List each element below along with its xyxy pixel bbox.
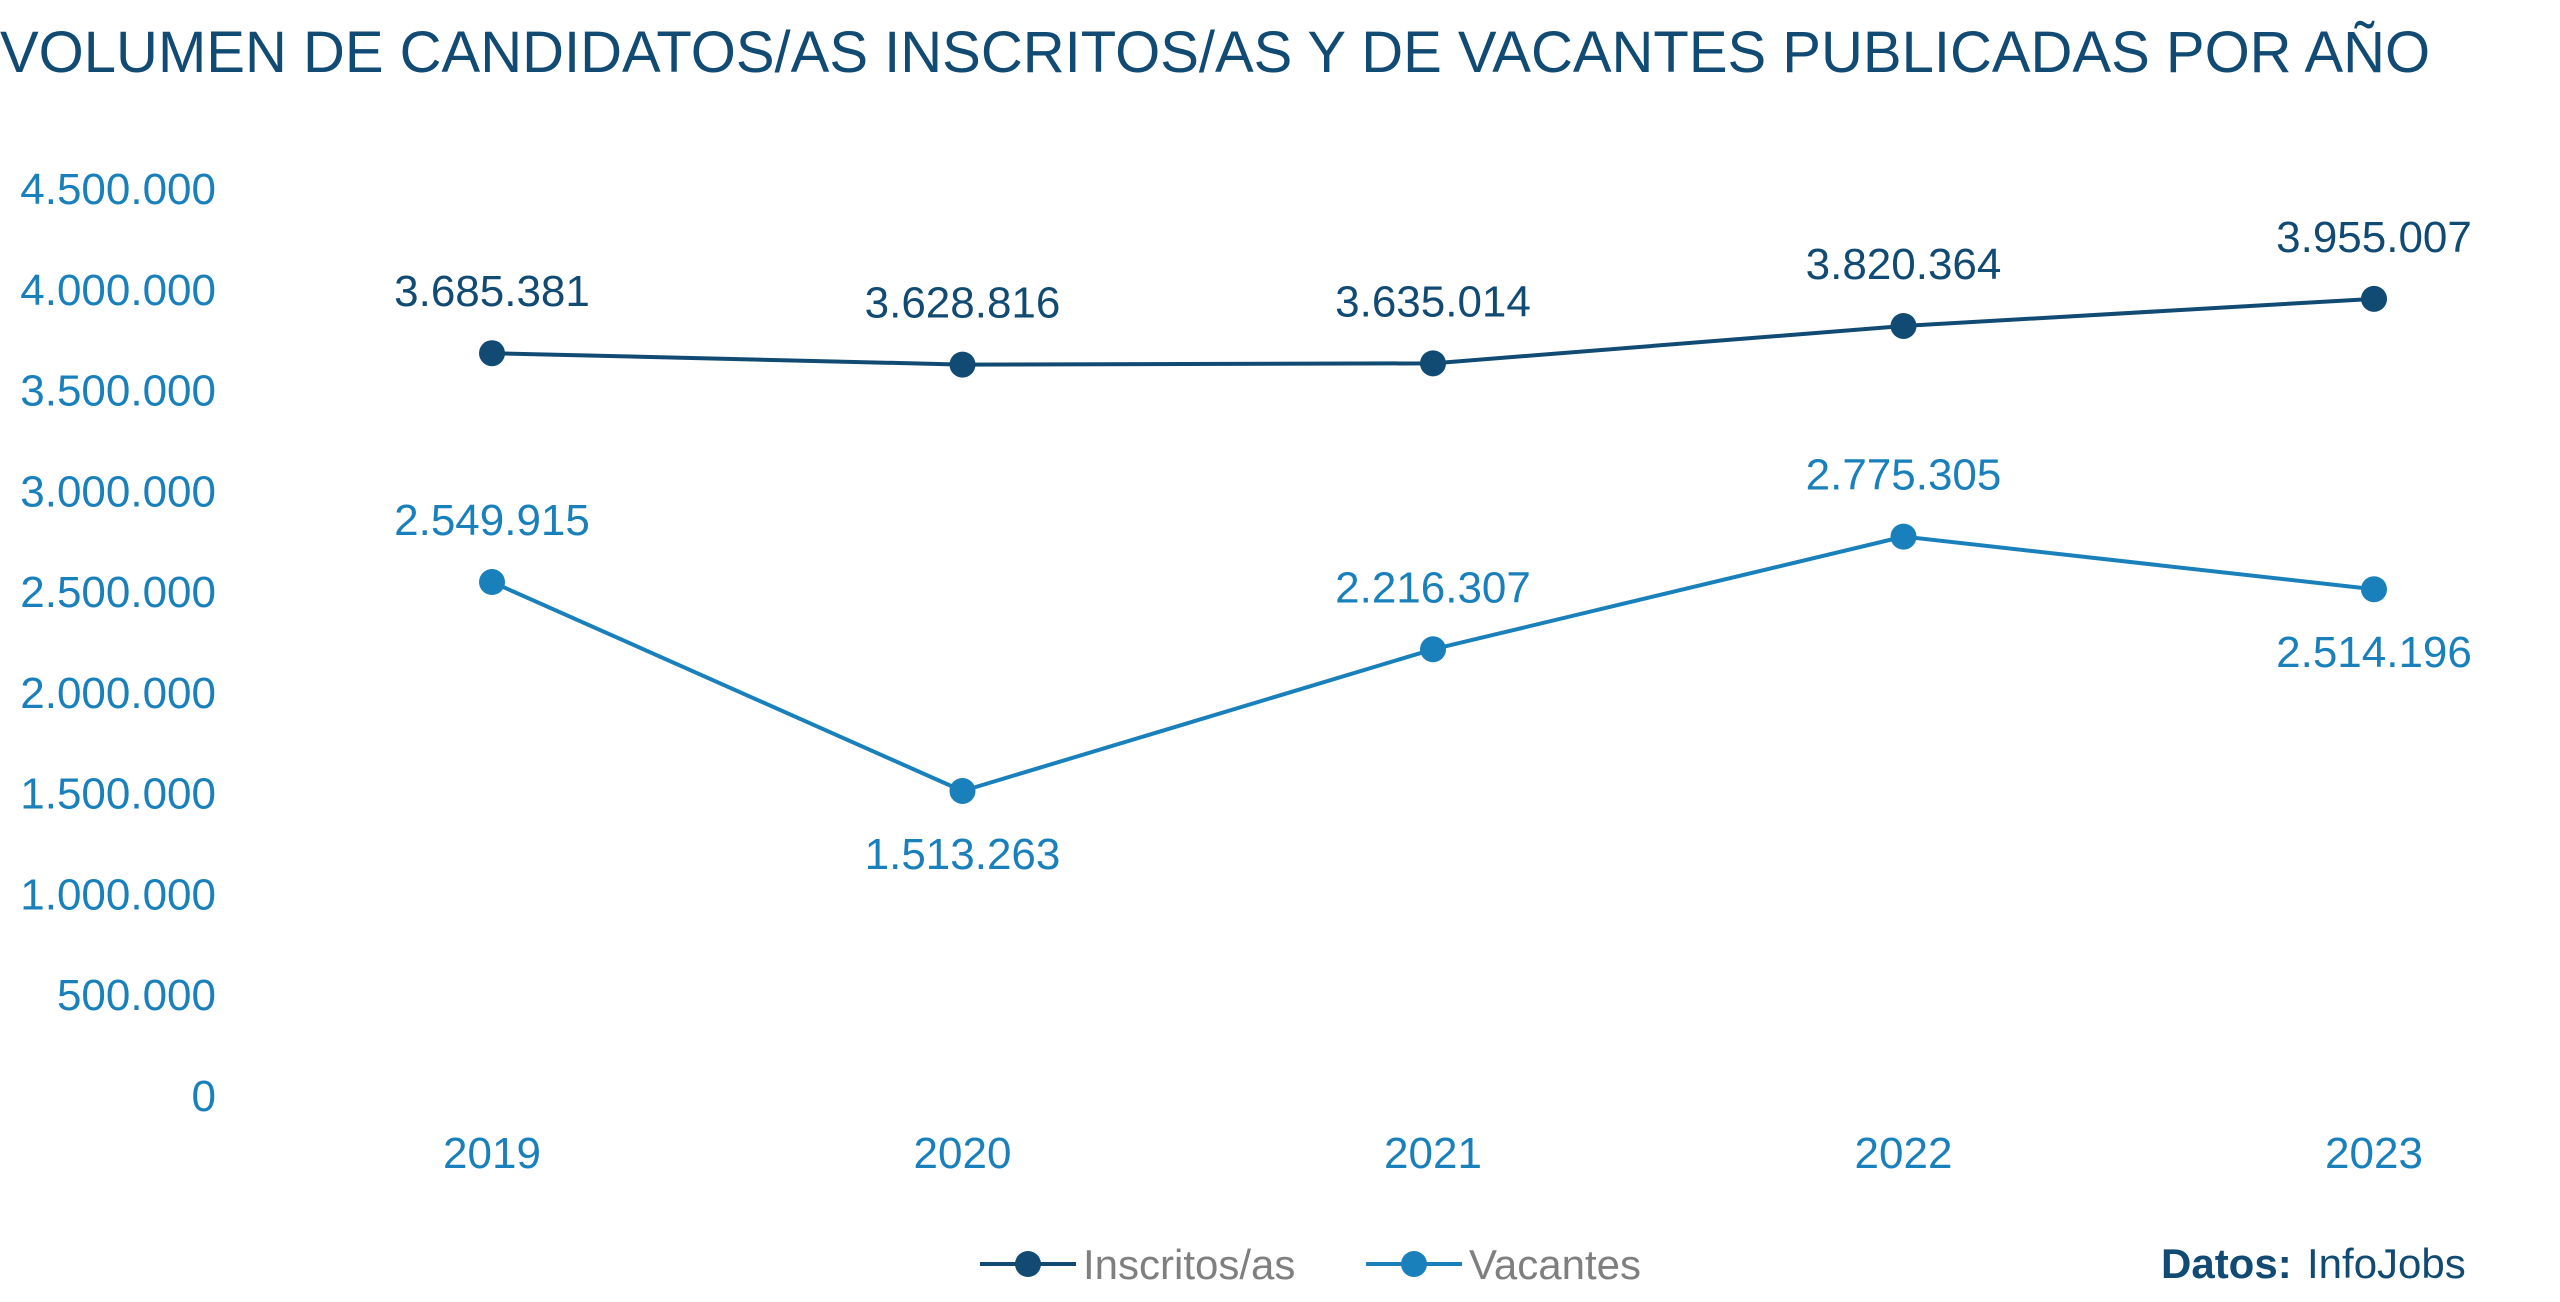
- data-label: 1.513.263: [865, 830, 1061, 879]
- y-tick-label: 3.000.000: [20, 467, 216, 516]
- y-tick-label: 1.000.000: [20, 870, 216, 919]
- y-tick-label: 4.000.000: [20, 266, 216, 315]
- y-axis: 0 500.000 1.000.000 1.500.000 2.000.000 2.500…: [20, 165, 216, 1121]
- y-tick-label: 0: [192, 1072, 216, 1121]
- x-tick-label: 2023: [2325, 1129, 2423, 1178]
- data-label: 2.549.915: [394, 496, 590, 545]
- data-label: 3.685.381: [394, 267, 590, 316]
- source-value: InfoJobs: [2307, 1240, 2466, 1287]
- x-tick-label: 2021: [1384, 1129, 1482, 1178]
- series-layer: 3.685.381 3.628.816 3.635.014 3.820.364 3.95…: [394, 213, 2472, 879]
- x-tick-label: 2020: [914, 1129, 1012, 1178]
- data-point: [949, 351, 976, 378]
- data-point: [2361, 576, 2387, 603]
- legend-marker: [1401, 1251, 1427, 1277]
- legend-item: Inscritos/as: [980, 1241, 1295, 1288]
- y-tick-label: 2.500.000: [20, 568, 216, 617]
- y-tick-label: 4.500.000: [20, 165, 216, 214]
- legend-marker: [1015, 1251, 1041, 1277]
- legend: Inscritos/as Vacantes: [980, 1241, 1641, 1288]
- data-point: [1420, 350, 1446, 377]
- legend-item: Vacantes: [1366, 1241, 1641, 1288]
- data-point: [949, 777, 976, 804]
- legend-label: Inscritos/as: [1083, 1241, 1295, 1288]
- x-axis: 2019 2020 2021 2022 2023: [443, 1129, 2423, 1178]
- source-credit: Datos: InfoJobs: [2161, 1240, 2466, 1287]
- data-point: [2361, 285, 2387, 312]
- data-point: [1420, 636, 1446, 663]
- data-point: [479, 340, 505, 367]
- data-label: 2.775.305: [1806, 451, 2002, 500]
- data-label: 3.955.007: [2276, 213, 2472, 262]
- data-label: 3.820.364: [1806, 240, 2002, 289]
- data-point: [1890, 312, 1917, 339]
- data-label: 2.514.196: [2276, 628, 2472, 677]
- series-vacantes: 2.549.915 1.513.263 2.216.307 2.775.305 2.51…: [394, 451, 2472, 879]
- y-tick-label: 500.000: [57, 971, 216, 1020]
- data-label: 3.635.014: [1335, 277, 1531, 326]
- series-inscritos-as: 3.685.381 3.628.816 3.635.014 3.820.364 3.95…: [394, 213, 2472, 378]
- data-label: 2.216.307: [1335, 563, 1531, 612]
- y-tick-label: 1.500.000: [20, 770, 216, 819]
- y-tick-label: 2.000.000: [20, 669, 216, 718]
- x-tick-label: 2019: [443, 1129, 541, 1178]
- y-tick-label: 3.500.000: [20, 367, 216, 416]
- source-label: Datos:: [2161, 1240, 2292, 1287]
- legend-label: Vacantes: [1469, 1241, 1641, 1288]
- x-tick-label: 2022: [1855, 1129, 1953, 1178]
- data-label: 3.628.816: [865, 279, 1061, 328]
- data-point: [479, 569, 505, 596]
- data-point: [1890, 523, 1917, 550]
- chart-title: VOLUMEN DE CANDIDATOS/AS INSCRITOS/AS Y …: [0, 20, 2430, 85]
